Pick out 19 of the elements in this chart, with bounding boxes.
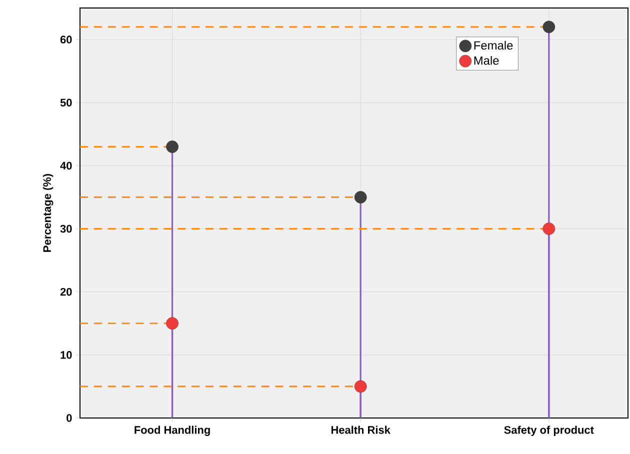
y-tick-label: 20 [60, 288, 72, 296]
point [542, 222, 556, 235]
legend-label: Female [474, 40, 513, 50]
point [354, 191, 367, 204]
x-tick-label: Health Risk [331, 426, 390, 434]
point [354, 380, 367, 393]
legend-label: Male [474, 56, 499, 65]
y-tick-label: 40 [60, 162, 72, 170]
x-tick-label: Food Handling [134, 426, 210, 436]
point [166, 140, 178, 153]
x-tick-label: Safety of product [504, 426, 594, 436]
y-tick-label: 0 [66, 414, 72, 422]
y-axis-title: Percentage (%) [42, 174, 54, 252]
y-tick-label: 30 [60, 224, 72, 233]
point [542, 20, 556, 34]
y-tick-label: 60 [60, 36, 72, 44]
point [166, 317, 178, 330]
y-tick-label: 50 [60, 98, 72, 106]
y-tick-label: 10 [60, 351, 72, 359]
